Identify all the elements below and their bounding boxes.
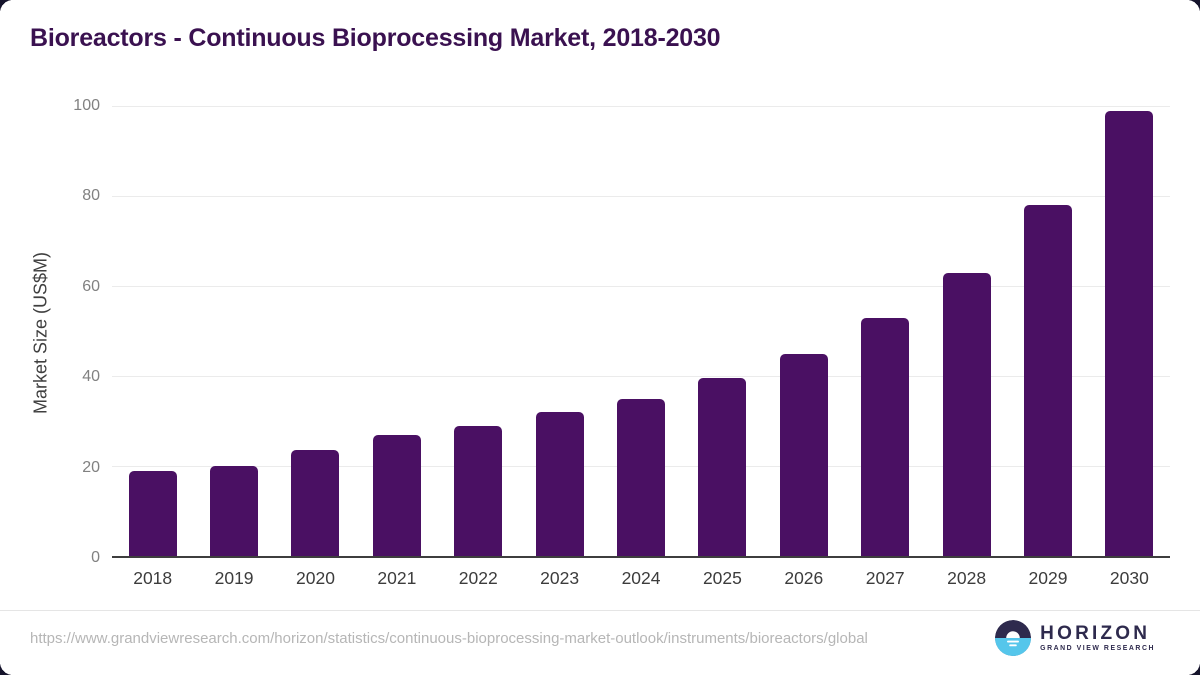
x-tick-label-2019: 2019 [214,568,254,588]
x-tick-label-2021: 2021 [377,568,417,588]
bar-2025[interactable] [698,378,747,556]
x-tick-label-2020: 2020 [296,568,335,588]
x-tick-label-2027: 2027 [865,568,905,588]
rounded-corner-artifact [1187,0,1200,13]
gridline-y40 [112,376,1170,377]
gridline-y100 [112,106,1170,107]
bar-slot-2020 [275,106,356,556]
x-axis-tick-labels: 2018 2019 2020 2021 2022 2023 2024 2025 2026 2027… [112,568,1170,589]
bar-slot-2028 [926,106,1007,556]
bar-slot-2021 [356,106,437,556]
bar-slot-2019 [193,106,274,556]
rounded-corner-artifact [0,662,13,675]
bar-slot-2025 [682,106,763,556]
x-tick-label-2022: 2022 [458,568,498,588]
bar-2027[interactable] [861,317,910,556]
bar-slot-2023 [519,106,600,556]
bar-slot-2029 [1007,106,1088,556]
bar-slot-2026 [763,106,844,556]
y-axis-tick-labels: 0 20 40 60 80 100 [0,97,100,566]
x-tick-label-2025: 2025 [702,568,742,588]
bar-slot-2022 [438,106,519,556]
bar-2030[interactable] [1105,110,1154,556]
bar-2022[interactable] [454,425,503,556]
footer-divider [0,610,1200,611]
bar-slot-2027 [845,106,926,556]
y-tick-label-20: 20 [82,458,100,476]
bar-2023[interactable] [535,412,584,556]
x-tick-label-2030: 2030 [1109,568,1149,588]
horizon-sun-icon [995,620,1032,656]
x-tick-label-2028: 2028 [947,568,987,588]
x-tick-label-2024: 2024 [621,568,661,588]
rounded-corner-artifact [1187,662,1200,675]
y-tick-label-80: 80 [82,187,100,205]
chart-title: Bioreactors - Continuous Bioprocessing M… [30,24,721,52]
x-tick-label-2026: 2026 [784,568,824,588]
rounded-corner-artifact [0,0,13,13]
gridline-y60 [112,286,1170,287]
horizon-logo-brand: HORIZON [1040,622,1151,644]
bar-2024[interactable] [617,398,666,556]
x-tick-label-2029: 2029 [1028,568,1068,588]
bar-slot-2018 [112,106,193,556]
horizon-logo-text: HORIZON GRAND VIEW RESEARCH [1040,624,1155,653]
source-url: https://www.grandviewresearch.com/horizo… [30,630,868,647]
y-tick-label-40: 40 [82,368,100,386]
bar-series [112,106,1170,556]
x-tick-label-2018: 2018 [133,568,173,588]
y-tick-label-0: 0 [91,549,100,566]
bar-2026[interactable] [779,353,828,556]
horizon-logo-tagline: GRAND VIEW RESEARCH [1040,644,1155,652]
bar-slot-2024 [600,106,681,556]
gridline-y80 [112,196,1170,197]
y-tick-label-60: 60 [82,277,100,295]
x-tick-label-2023: 2023 [540,568,580,588]
y-tick-label-100: 100 [73,97,100,114]
bar-2029[interactable] [1023,205,1072,556]
bar-slot-2030 [1089,106,1170,556]
bar-2021[interactable] [372,434,421,556]
bar-2018[interactable] [128,470,177,556]
bar-chart-plot-area [112,106,1170,558]
bar-2020[interactable] [291,450,340,556]
bar-2019[interactable] [210,466,259,556]
bar-2028[interactable] [942,272,991,556]
horizon-logo: HORIZON GRAND VIEW RESEARCH [995,620,1155,656]
